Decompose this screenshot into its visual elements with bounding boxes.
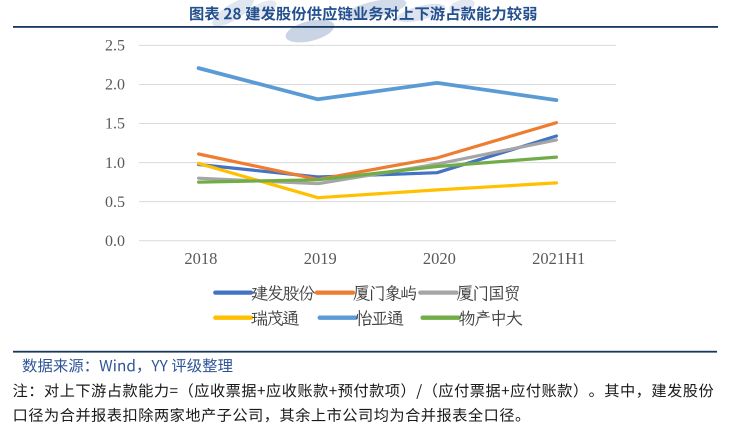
svg-text:2021H1: 2021H1: [532, 249, 585, 268]
svg-text:1.5: 1.5: [105, 116, 125, 133]
svg-text:2.5: 2.5: [105, 38, 125, 55]
svg-text:0.0: 0.0: [105, 233, 125, 250]
svg-text:2020: 2020: [423, 249, 456, 268]
svg-text:1.0: 1.0: [105, 155, 125, 172]
svg-text:0.5: 0.5: [105, 194, 125, 211]
svg-text:2.0: 2.0: [105, 77, 125, 94]
svg-text:2018: 2018: [184, 249, 217, 268]
svg-text:2019: 2019: [304, 249, 337, 268]
